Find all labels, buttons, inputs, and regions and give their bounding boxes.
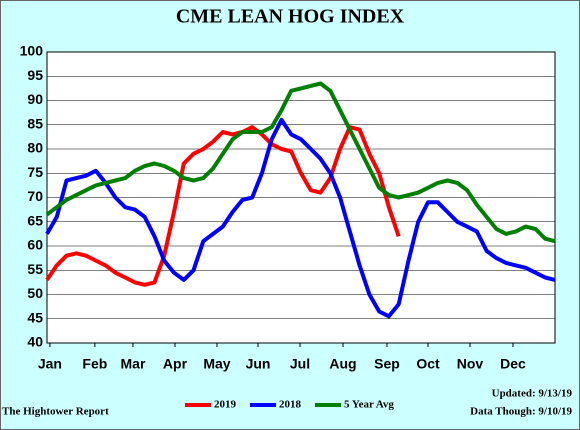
x-tick-label: May (203, 356, 230, 372)
chart-title: CME LEAN HOG INDEX (176, 6, 405, 28)
x-tick-label: Feb (82, 356, 107, 372)
legend-label: 5 Year Avg (344, 399, 394, 411)
y-tick-label: 75 (27, 164, 43, 180)
y-tick-label: 50 (27, 285, 43, 301)
y-tick-label: 100 (20, 43, 44, 59)
legend-label: 2018 (279, 399, 302, 411)
y-tick-label: 80 (27, 140, 43, 156)
series-line (45, 81, 556, 244)
x-tick-label: Jun (246, 356, 271, 372)
y-tick-label: 95 (27, 67, 43, 83)
series-line (45, 125, 401, 287)
x-tick-label: Sep (374, 356, 400, 372)
y-tick-label: 65 (27, 212, 43, 228)
y-tick-label: 85 (27, 115, 43, 131)
x-tick-label: Jul (290, 356, 310, 372)
y-tick-label: 70 (27, 188, 43, 204)
data-through: Data Though: 9/10/19 (470, 406, 572, 418)
source: The Hightower Report (2, 406, 109, 418)
x-tick-label: Aug (329, 356, 356, 372)
x-tick-label: Mar (121, 356, 146, 372)
x-tick-label: Oct (416, 356, 440, 372)
y-tick-label: 45 (27, 309, 43, 325)
y-tick-label: 55 (27, 261, 43, 277)
updated: Updated: 9/13/19 (492, 388, 573, 400)
y-tick-label: 40 (27, 334, 43, 350)
legend-label: 2019 (214, 399, 237, 411)
series-line (45, 117, 556, 319)
y-tick-label: 90 (27, 91, 43, 107)
y-tick-label: 60 (27, 237, 43, 253)
x-tick-label: Jan (38, 356, 62, 372)
x-tick-label: Apr (163, 356, 188, 372)
x-tick-label: Nov (457, 356, 484, 372)
x-tick-label: Dec (500, 356, 526, 372)
